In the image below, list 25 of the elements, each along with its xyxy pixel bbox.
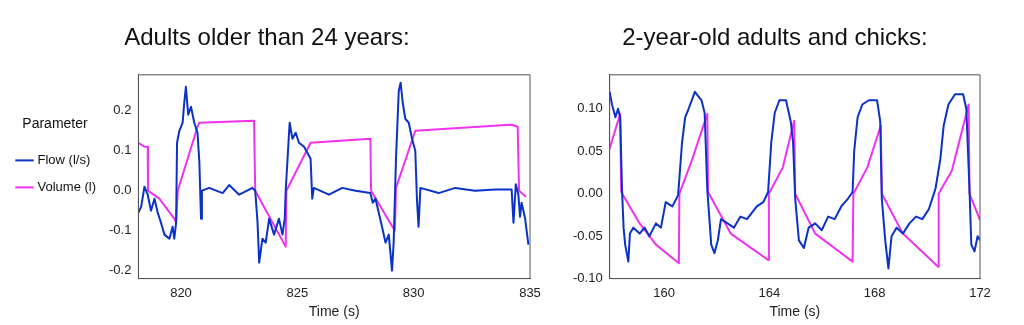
x-tick-label: 830	[402, 284, 425, 300]
chart-title: 2-year-old adults and chicks:	[622, 23, 928, 51]
x-tick-label: 160	[653, 284, 675, 300]
x-tick-label: 835	[519, 284, 541, 300]
legend-label: Flow (l/s)	[37, 151, 91, 167]
x-tick-label: 168	[863, 284, 886, 300]
x-axis-title: Time (s)	[308, 303, 360, 320]
y-tick-label: 0.10	[577, 100, 603, 116]
y-tick-label: -0.1	[109, 222, 132, 238]
y-tick-label: -0.10	[572, 270, 603, 286]
y-tick-label: -0.2	[109, 262, 132, 278]
chart-title: Adults older than 24 years:	[124, 23, 410, 51]
y-tick-label: -0.05	[572, 227, 603, 243]
x-tick-label: 825	[286, 284, 309, 300]
x-tick-label: 164	[758, 284, 781, 300]
y-tick-label: 0.2	[113, 102, 132, 118]
y-tick-label: 0.05	[577, 142, 603, 158]
legend-title: Parameter	[22, 114, 89, 131]
y-tick-label: 0.1	[113, 142, 132, 158]
x-tick-label: 172	[969, 284, 991, 300]
x-axis-title: Time (s)	[769, 303, 821, 320]
x-tick-label: 820	[170, 284, 192, 300]
legend-label: Volume (l)	[37, 178, 97, 194]
y-tick-label: 0.00	[577, 185, 603, 201]
y-tick-label: 0.0	[113, 182, 132, 198]
